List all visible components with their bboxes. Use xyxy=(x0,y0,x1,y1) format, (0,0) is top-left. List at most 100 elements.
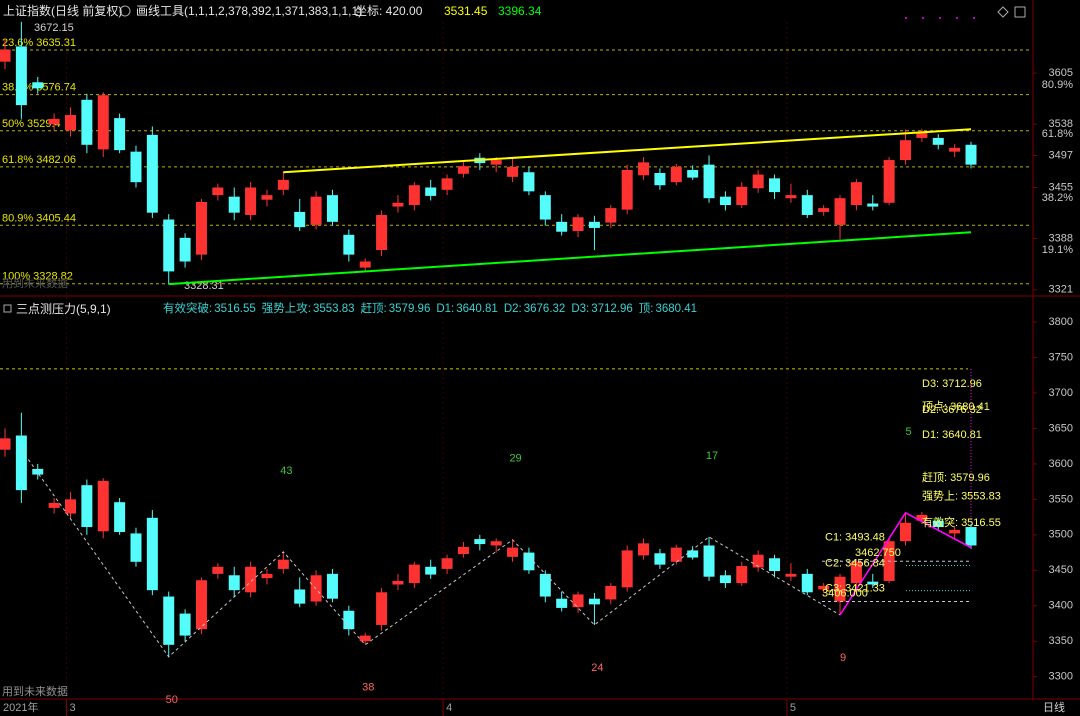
main-candle-body xyxy=(588,221,600,228)
pressure-value: 3516.55 xyxy=(214,303,256,315)
peak-count: 17 xyxy=(706,450,718,462)
main-candle-body xyxy=(425,187,437,196)
pressure-label-name: D1: xyxy=(922,429,939,441)
indicator-candle-body xyxy=(195,580,207,630)
main-candle-body xyxy=(48,118,60,125)
pressure-label: 赶顶: 3579.96 xyxy=(922,470,990,484)
y-pct-label: 61.8% xyxy=(1042,128,1073,140)
main-candle-body xyxy=(834,198,846,225)
y-tick-label: 3497 xyxy=(1049,149,1073,161)
indicator-candle-body xyxy=(850,561,862,584)
pressure-label-name: 有效突: xyxy=(922,515,958,529)
main-candle-body xyxy=(605,208,617,223)
level-value: 3493.48 xyxy=(845,531,885,543)
indicator-candle-body xyxy=(97,480,109,532)
indicator-candle-body xyxy=(425,566,437,575)
indicator-candle-body xyxy=(15,435,27,491)
indicator-candle-body xyxy=(588,598,600,605)
coordinate: 坐标: 420.00 xyxy=(355,4,423,18)
fib-label: 61.8% 3482.06 xyxy=(2,154,76,166)
main-candle-body xyxy=(179,237,191,262)
pressure-value: 3676.32 xyxy=(523,303,566,315)
indicator-candle-body xyxy=(572,594,584,608)
indicator-candle-body xyxy=(867,581,879,585)
pressure-label-value: 3579.96 xyxy=(950,472,990,484)
main-candle-body xyxy=(212,187,224,196)
fib-value: 3328.82 xyxy=(33,271,73,283)
main-candle-body xyxy=(949,147,961,152)
main-candle-body xyxy=(916,131,928,138)
indicator-candle-body xyxy=(556,598,568,608)
indicator-candle-body xyxy=(343,610,355,630)
main-candle-body xyxy=(32,82,44,89)
main-candle-body xyxy=(376,214,388,251)
main-candle-body xyxy=(883,160,895,203)
fib-label: 80.9% 3405.44 xyxy=(2,212,76,224)
main-candle-body xyxy=(539,195,551,220)
indicator-candle-body xyxy=(834,576,846,602)
level-label: C3: 3421.33 xyxy=(825,583,885,595)
pressure-label-value: 3640.81 xyxy=(942,429,982,441)
y-tick-label: 3538 xyxy=(1049,118,1073,130)
fib-pct: 80.9% xyxy=(2,212,33,224)
main-candle-body xyxy=(228,196,240,213)
indicator-candle-body xyxy=(769,558,781,572)
main-candle-body xyxy=(326,195,338,222)
level-label: C2: 3456.84 xyxy=(825,557,885,569)
level-name: C2: xyxy=(825,557,842,569)
y-tick-label: 3400 xyxy=(1049,600,1073,612)
main-candle-body xyxy=(900,140,912,161)
main-candle-body xyxy=(114,118,126,151)
trough-count: 38 xyxy=(362,682,374,694)
main-candle-body xyxy=(801,195,813,215)
pressure-label: 顶点: 3680.41 xyxy=(922,400,990,413)
pressure-label-value: 3553.83 xyxy=(961,491,1001,503)
indicator-candle-body xyxy=(703,545,715,577)
pressure-label-value: 3712.96 xyxy=(942,378,982,390)
pressure-label-value: 3680.41 xyxy=(950,401,990,413)
pressure-name: D2: xyxy=(503,303,522,315)
main-candle-body xyxy=(146,134,158,213)
main-candle-body xyxy=(638,162,650,176)
pressure-value: 3579.96 xyxy=(388,303,431,315)
indicator-candle-body xyxy=(670,547,682,562)
trendline xyxy=(168,231,972,286)
indicator-candle-body xyxy=(507,547,519,557)
main-candle-body xyxy=(359,261,371,268)
main-candle-body xyxy=(277,179,289,190)
main-candle-body xyxy=(932,137,944,145)
indicator-candle-body xyxy=(146,517,158,591)
y-tick-label: 3550 xyxy=(1049,493,1073,505)
indicator-candle-body xyxy=(654,553,666,565)
fib-value: 3635.31 xyxy=(36,37,76,49)
tool-params: 画线工具(1,1,1,2,378,392,1,371,383,1,1,1) xyxy=(136,4,363,18)
y-tick-label: 3650 xyxy=(1049,422,1073,434)
indicator-candle-body xyxy=(392,580,404,585)
indicator-name: 三点测压力(5,9,1) xyxy=(16,302,111,316)
pressure-item: 赶顶: 3579.96 xyxy=(361,302,431,316)
main-candle-body xyxy=(261,195,273,200)
main-candle-body xyxy=(785,195,797,199)
trough-count: 9 xyxy=(840,652,846,664)
fib-pct: 23.6% xyxy=(2,37,33,49)
main-candle-body xyxy=(81,99,93,145)
main-candle-body xyxy=(654,173,666,186)
main-candle-body xyxy=(572,217,584,231)
indicator-candle-body xyxy=(359,635,371,642)
trough-count: 50 xyxy=(166,694,178,706)
pressure-label-name: D3: xyxy=(922,378,939,390)
indicator-candle-body xyxy=(490,541,502,546)
y-tick-label: 3455 xyxy=(1049,181,1073,193)
main-candle-body xyxy=(441,178,453,190)
pressure-value: 3680.41 xyxy=(655,303,698,315)
indicator-candle-body xyxy=(376,592,388,625)
indicator-candle-body xyxy=(752,554,764,568)
main-candle-body xyxy=(507,166,519,177)
lower-line-value: 3396.34 xyxy=(498,4,542,18)
main-candle-body xyxy=(195,202,207,255)
main-candle-body xyxy=(670,166,682,183)
pressure-label-name: 强势上: xyxy=(922,490,958,503)
